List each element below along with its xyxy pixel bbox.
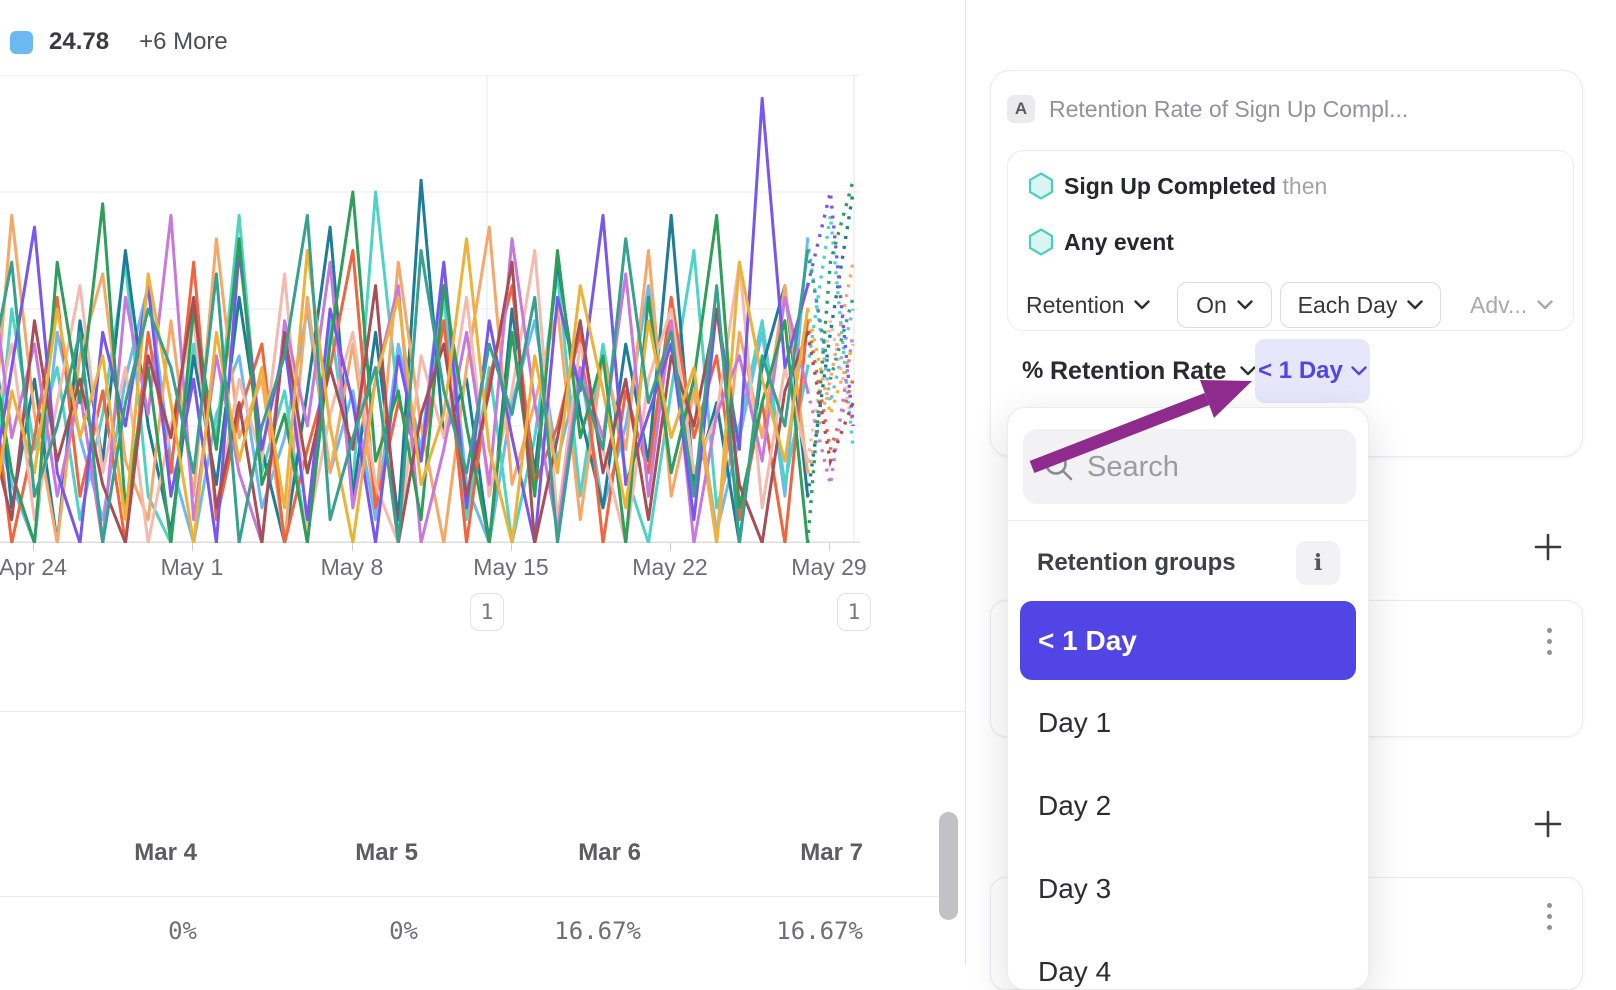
event-definition-card: Sign Up Completed then Any event Retenti… bbox=[1007, 150, 1574, 331]
vertical-scrollbar[interactable] bbox=[939, 812, 958, 920]
section-divider bbox=[0, 711, 965, 712]
each-day-label: Each Day bbox=[1297, 291, 1398, 318]
retention-window-chip[interactable]: < 1 Day bbox=[1255, 339, 1370, 403]
table-header: Mar 5 bbox=[355, 839, 418, 866]
legend-value[interactable]: 24.78 bbox=[49, 28, 110, 55]
table-cell: 0% bbox=[389, 917, 418, 945]
legend-swatch[interactable] bbox=[10, 30, 33, 54]
search-box[interactable] bbox=[1023, 429, 1356, 506]
retention-window-label: < 1 Day bbox=[1258, 357, 1343, 384]
add-section-button[interactable] bbox=[1534, 533, 1562, 561]
option-day-2[interactable]: Day 2 bbox=[1038, 790, 1112, 821]
table-cell: 16.67% bbox=[554, 917, 641, 945]
annotation-badge[interactable]: 1 bbox=[837, 593, 871, 631]
advanced-label: Adv... bbox=[1470, 291, 1528, 318]
on-dropdown-button[interactable]: On bbox=[1177, 282, 1272, 328]
retention-window-dropdown-panel: Retention groups i < 1 Day Day 1 Day 2 D… bbox=[1007, 407, 1369, 990]
option-day-3[interactable]: Day 3 bbox=[1038, 873, 1112, 904]
info-icon[interactable]: i bbox=[1296, 541, 1340, 585]
more-options-button[interactable] bbox=[1536, 903, 1562, 930]
retention-mode-label: Retention bbox=[1026, 291, 1125, 318]
retention-mode-dropdown[interactable]: Retention bbox=[1026, 282, 1151, 328]
axis-tick bbox=[33, 543, 34, 551]
more-options-button[interactable] bbox=[1536, 628, 1562, 655]
event-1-name[interactable]: Sign Up Completed bbox=[1064, 173, 1277, 199]
axis-tick bbox=[670, 543, 671, 551]
option-less-than-1-day[interactable]: < 1 Day bbox=[1020, 601, 1356, 680]
on-label: On bbox=[1196, 291, 1227, 318]
axis-tick-label: May 8 bbox=[320, 554, 384, 580]
panel-divider bbox=[965, 0, 966, 966]
retention-groups-label: Retention groups bbox=[1037, 549, 1236, 576]
search-icon bbox=[1045, 453, 1073, 481]
analytics-retention-screen: { "legend": { "value": "24.78", "more_la… bbox=[0, 0, 1583, 990]
retention-line-chart bbox=[0, 75, 860, 543]
axis-tick-label: May 15 bbox=[473, 554, 549, 580]
axis-tick-label: May 1 bbox=[160, 554, 224, 580]
metric-dropdown[interactable]: Retention Rate bbox=[1050, 339, 1257, 403]
card-title[interactable]: Retention Rate of Sign Up Compl... bbox=[1049, 96, 1409, 122]
event-1-suffix: then bbox=[1282, 173, 1328, 199]
table-cell: 16.67% bbox=[776, 917, 863, 945]
axis-tick bbox=[352, 543, 353, 551]
annotation-badge[interactable]: 1 bbox=[470, 593, 504, 631]
retention-query-card: A Retention Rate of Sign Up Compl... Sig… bbox=[990, 70, 1583, 457]
event-2-row[interactable]: Any event bbox=[1064, 228, 1174, 256]
advanced-dropdown[interactable]: Adv... bbox=[1470, 282, 1553, 328]
axis-tick-label: May 29 bbox=[791, 554, 867, 580]
axis-tick-label: Apr 24 bbox=[0, 554, 67, 580]
table-header: Mar 6 bbox=[578, 839, 641, 866]
search-input[interactable] bbox=[1085, 429, 1344, 506]
metric-label: Retention Rate bbox=[1050, 357, 1227, 385]
table-cell: 0% bbox=[168, 917, 197, 945]
axis-tick bbox=[829, 543, 830, 551]
option-day-4[interactable]: Day 4 bbox=[1038, 956, 1112, 987]
table-header-divider bbox=[0, 896, 939, 897]
table-header: Mar 4 bbox=[134, 839, 197, 866]
add-section-button[interactable] bbox=[1534, 810, 1562, 838]
series-a-badge: A bbox=[1007, 95, 1035, 123]
percent-icon: % bbox=[1022, 357, 1044, 384]
axis-tick bbox=[511, 543, 512, 551]
event-2-name[interactable]: Any event bbox=[1064, 229, 1174, 255]
table-header: Mar 7 bbox=[800, 839, 863, 866]
metric-row: % Retention Rate < 1 Day bbox=[991, 339, 1584, 403]
event-hexagon-icon bbox=[1028, 172, 1054, 200]
option-day-1[interactable]: Day 1 bbox=[1038, 707, 1112, 738]
each-day-dropdown-button[interactable]: Each Day bbox=[1280, 282, 1441, 328]
axis-tick-label: May 22 bbox=[632, 554, 708, 580]
legend-more[interactable]: +6 More bbox=[139, 28, 228, 55]
event-1-row[interactable]: Sign Up Completed then bbox=[1064, 172, 1327, 200]
event-hexagon-icon bbox=[1028, 228, 1054, 256]
dropdown-divider bbox=[1008, 520, 1368, 521]
chart-legend: 24.78 +6 More bbox=[10, 28, 228, 56]
axis-tick bbox=[192, 543, 193, 551]
